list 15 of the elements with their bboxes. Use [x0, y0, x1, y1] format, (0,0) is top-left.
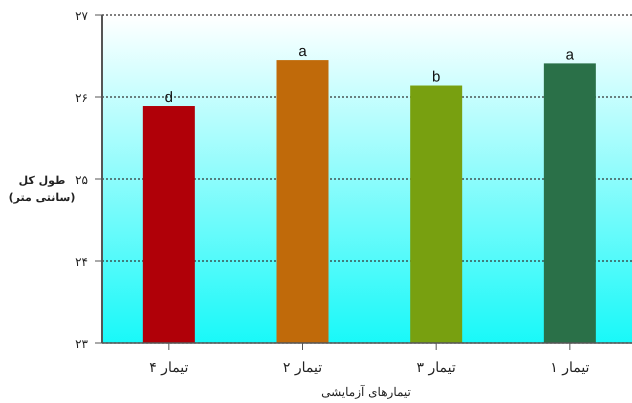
- y-tick-label: ۲۵: [75, 173, 88, 187]
- x-tick-label: تیمار ۳: [416, 360, 456, 376]
- y-tick-label: ۲۴: [75, 255, 88, 269]
- annotation: a: [298, 43, 308, 60]
- y-tick-label: ۲۳: [75, 337, 89, 351]
- x-tick-label: تیمار ۱: [550, 360, 590, 376]
- annotation: b: [432, 68, 440, 86]
- annotation: d: [164, 89, 174, 106]
- y-tick-label: ۲۷: [75, 9, 89, 23]
- y-axis-title: طول کل (سانتی متر): [8, 174, 76, 204]
- annotation: a: [566, 46, 575, 64]
- x-tick-label: تیمار ۴: [149, 360, 189, 376]
- x-axis-title: تیمارهای آزمایشی: [321, 384, 411, 399]
- x-tick-label: تیمار ۲: [282, 360, 322, 376]
- y-tick-label: ۲۶: [75, 91, 88, 105]
